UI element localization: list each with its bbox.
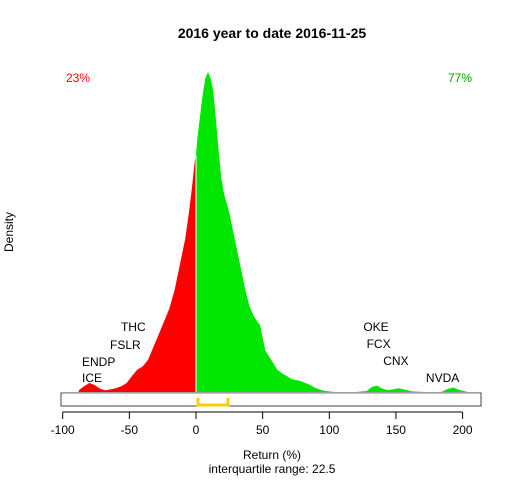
- negative-share-label: 23%: [66, 71, 90, 85]
- interquartile-bracket: [196, 398, 230, 407]
- interquartile-range-note: interquartile range: 22.5: [209, 462, 336, 476]
- x-tick-label: -100: [51, 423, 75, 437]
- density-areas: [78, 72, 468, 392]
- x-axis: -100 -50 0 50 100 150 200: [51, 411, 473, 437]
- annotation-thc: THC: [121, 320, 146, 334]
- annotation-fslr: FSLR: [110, 338, 141, 352]
- chart-title: 2016 year to date 2016-11-25: [178, 25, 367, 41]
- x-tick-label: 100: [319, 423, 339, 437]
- annotation-ice: ICE: [82, 371, 102, 385]
- y-axis-label: Density: [2, 212, 16, 252]
- x-tick-label: 0: [193, 423, 200, 437]
- annotation-cnx: CNX: [383, 354, 408, 368]
- x-tick-label: 50: [256, 423, 270, 437]
- positive-share-label: 77%: [448, 71, 472, 85]
- x-axis-label: Return (%): [243, 448, 301, 462]
- annotation-fcx: FCX: [367, 337, 391, 351]
- x-tick-label: 200: [453, 423, 473, 437]
- negative-return-area: [78, 155, 196, 392]
- annotation-endp: ENDP: [82, 355, 115, 369]
- x-tick-label: 150: [386, 423, 406, 437]
- positive-return-area: [196, 72, 468, 392]
- ticker-annotations: THC FSLR ENDP ICE OKE FCX CNX NVDA: [82, 320, 459, 385]
- annotation-oke: OKE: [363, 320, 388, 334]
- rug-box: [60, 392, 482, 407]
- x-tick-label: -50: [121, 423, 139, 437]
- rug-strip: [60, 392, 482, 407]
- annotation-nvda: NVDA: [426, 371, 459, 385]
